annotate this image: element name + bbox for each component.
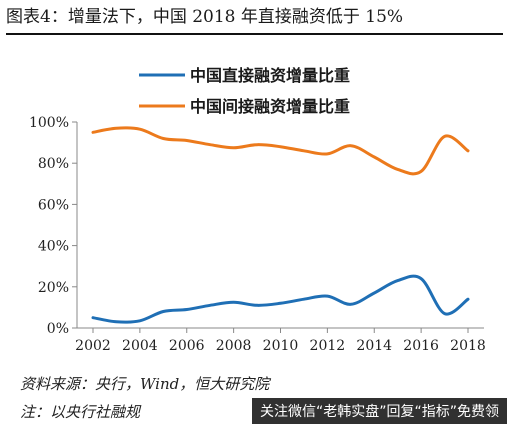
y-tick-label: 100% (29, 115, 69, 131)
y-tick-label: 40% (38, 239, 69, 255)
watermark-banner: 关注微信“老韩实盘”回复“指标”免费领 (251, 398, 507, 424)
y-axis: 0% 20% 40% 60% 80% 100% (29, 115, 78, 337)
x-tick-label: 2018 (450, 338, 486, 354)
x-axis: 2002 2004 2006 2008 2010 2012 2014 2016 2018 (75, 327, 486, 354)
source-note: 资料来源：央行，Wind，恒大研究院 (20, 375, 270, 393)
x-tick-label: 2006 (169, 338, 205, 354)
series-1-legend-label: 中国间接融资增量比重 (190, 97, 350, 116)
x-tick-label: 2014 (356, 338, 392, 354)
x-tick-label: 2008 (216, 338, 252, 354)
x-tick-label: 2004 (122, 338, 158, 354)
x-tick-label: 2002 (75, 338, 111, 354)
title-divider (6, 33, 503, 35)
y-tick-label: 80% (38, 156, 69, 172)
x-tick-label: 2012 (310, 338, 346, 354)
series-1-line (91, 126, 470, 176)
series-0-line (91, 274, 470, 324)
footnote: 注：以央行社融规 (20, 403, 141, 421)
series-lines (91, 126, 470, 324)
chart-title: 图表4：增量法下，中国 2018 年直接融资低于 15% (6, 7, 404, 27)
x-tick-label: 2010 (263, 338, 299, 354)
x-tick-label: 2016 (403, 338, 439, 354)
y-tick-label: 20% (38, 280, 69, 296)
y-tick-label: 60% (38, 197, 69, 213)
series-0-legend-label: 中国直接融资增量比重 (190, 66, 350, 85)
y-tick-label: 0% (47, 321, 69, 337)
